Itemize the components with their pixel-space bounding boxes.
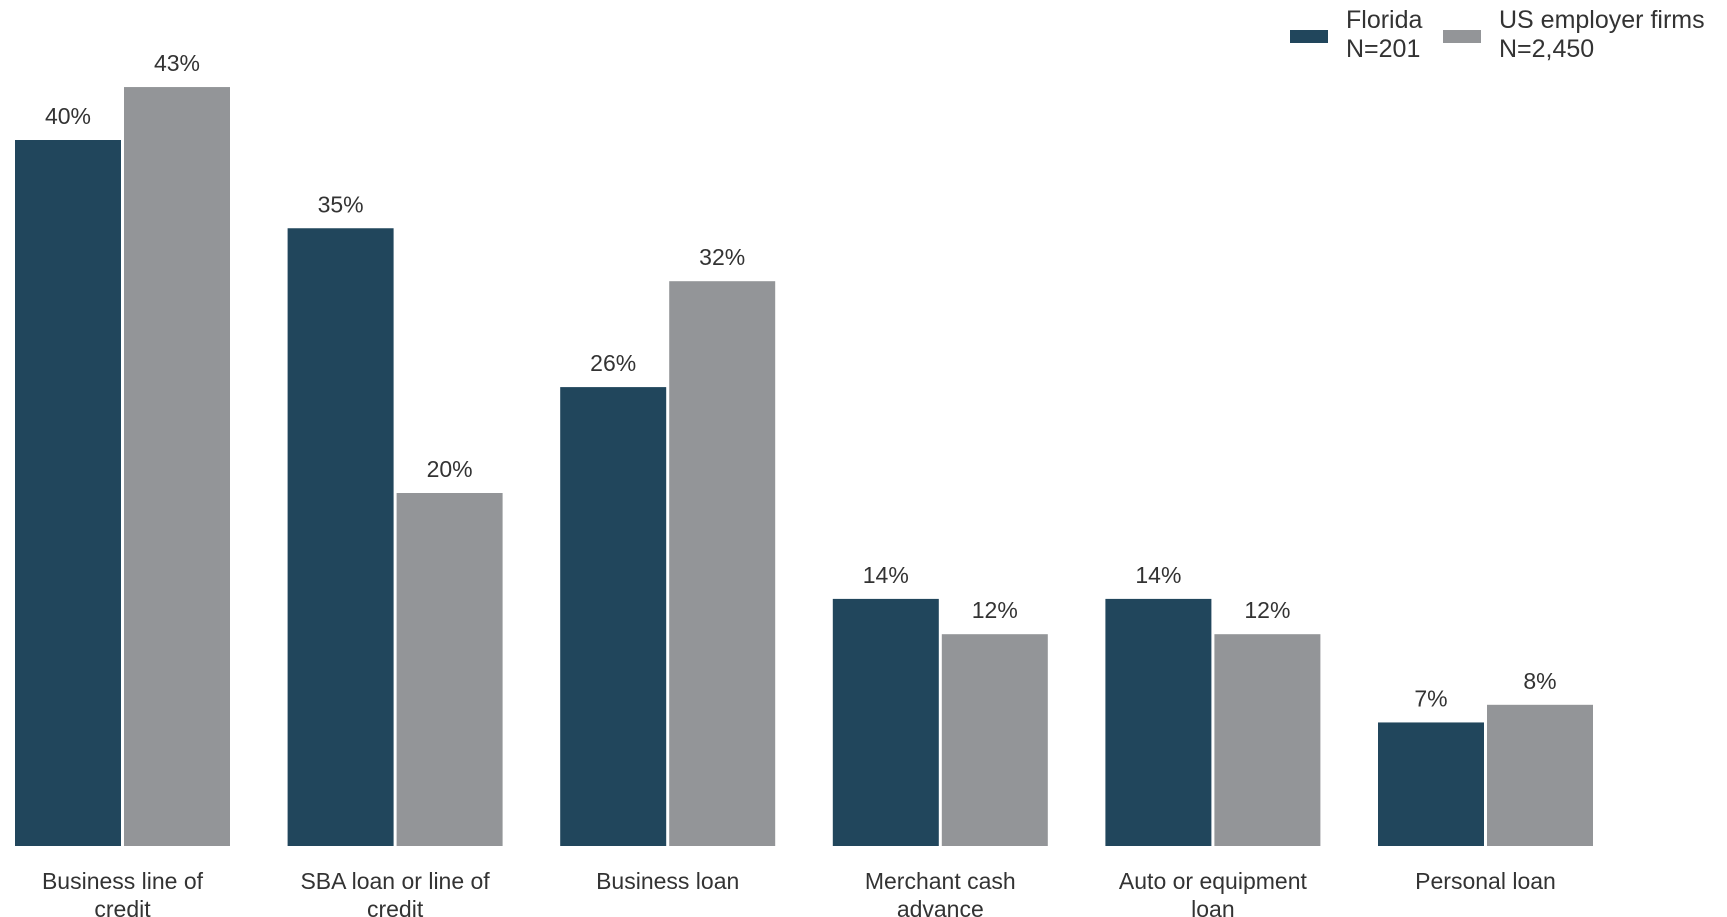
value-label-florida-sba-loan-or-line-of-credit: 35% [318,191,364,217]
bar-us-employer-firms-business-line-of-credit [124,87,230,847]
category-label-personal-loan: Personal loan [1415,868,1556,894]
value-label-us-employer-firms-auto-or-equipment-loan: 12% [1244,597,1290,623]
bar-us-employer-firms-personal-loan [1487,704,1593,846]
legend-sample-us-employer-firms: N=2,450 [1499,35,1594,63]
bar-florida-business-loan [560,387,667,846]
legend-item-us-employer-firms: US employer firms N=2,450 [1443,6,1705,63]
category-label-business-line-of-credit: Business line of credit [42,868,204,917]
legend-sample-florida: N=201 [1346,35,1420,63]
bar-us-employer-firms-auto-or-equipment-loan [1214,634,1321,846]
bar-us-employer-firms-merchant-cash-advance [941,634,1048,846]
value-label-florida-merchant-cash-advance: 14% [863,562,909,588]
category-label-merchant-cash-advance: Merchant cash advance [865,868,1016,917]
legend-label-florida: Florida [1346,6,1423,34]
category-labels-group: Business line of credit SBA loan or line o… [42,868,1556,917]
legend-swatch-us-employer-firms [1443,30,1481,43]
value-label-florida-personal-loan: 7% [1414,685,1447,711]
value-label-florida-business-loan: 26% [590,350,636,376]
category-label-auto-or-equipment-loan: Auto or equipment loan [1119,868,1308,917]
category-label-sba-loan-or-line-of-credit: SBA loan or line of credit [300,868,490,917]
value-label-us-employer-firms-business-line-of-credit: 43% [154,50,200,76]
legend-item-florida: Florida N=201 [1290,6,1423,63]
category-label-business-loan: Business loan [596,868,739,894]
legend-swatch-florida [1290,30,1328,43]
bar-florida-merchant-cash-advance [832,598,939,846]
legend-label-us-employer-firms: US employer firms [1499,6,1705,34]
bar-florida-business-line-of-credit [15,140,121,846]
value-label-us-employer-firms-sba-loan-or-line-of-credit: 20% [427,456,473,482]
bars-group [15,87,1593,847]
value-label-us-employer-firms-business-loan: 32% [699,244,745,270]
bar-florida-auto-or-equipment-loan [1105,598,1212,846]
value-label-us-employer-firms-merchant-cash-advance: 12% [972,597,1018,623]
value-label-florida-business-line-of-credit: 40% [45,103,91,129]
value-label-us-employer-firms-personal-loan: 8% [1523,668,1556,694]
value-labels-group: 40% 43% 35% 20% 26% 32% 14% 12% 14% 12% 7% 8% [45,50,1557,711]
value-label-florida-auto-or-equipment-loan: 14% [1135,562,1181,588]
bar-florida-sba-loan-or-line-of-credit [287,228,394,846]
bar-florida-personal-loan [1378,722,1484,846]
bar-us-employer-firms-business-loan [669,281,776,846]
chart-legend: Florida N=201 US employer firms N=2,450 [1290,6,1705,63]
bar-us-employer-firms-sba-loan-or-line-of-credit [396,493,503,846]
